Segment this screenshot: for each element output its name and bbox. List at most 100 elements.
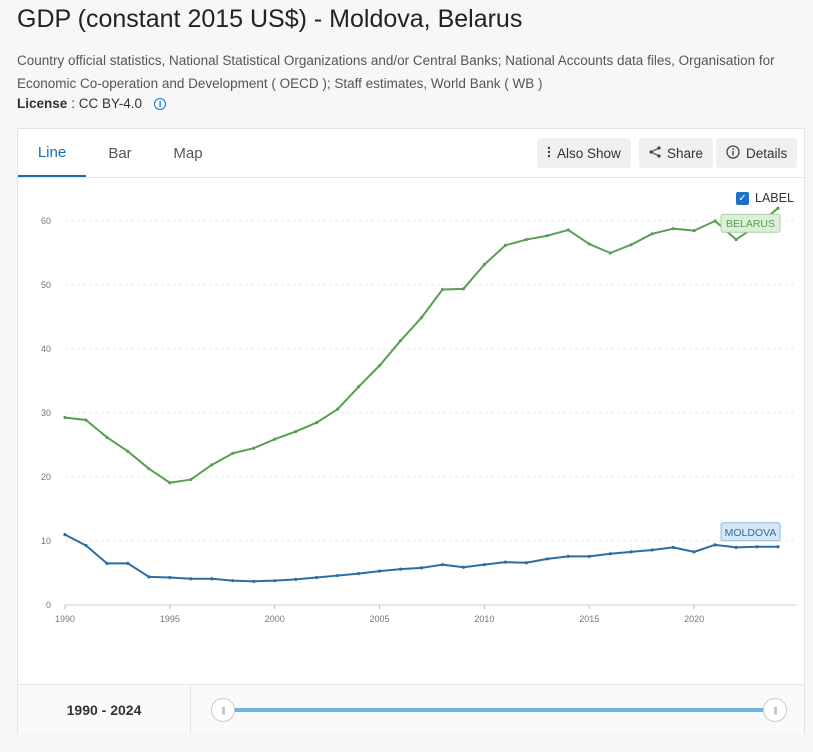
chart-panel: Line Bar Map Also Show Share Details ✓ L… xyxy=(17,128,805,734)
data-point-moldova[interactable] xyxy=(692,550,696,554)
data-point-belarus[interactable] xyxy=(482,262,487,267)
data-point-moldova[interactable] xyxy=(524,561,528,565)
also-show-button[interactable]: Also Show xyxy=(537,138,631,168)
data-point-moldova[interactable] xyxy=(545,557,549,561)
data-point-moldova[interactable] xyxy=(189,577,193,581)
data-point-belarus[interactable] xyxy=(461,287,466,291)
data-point-belarus[interactable] xyxy=(692,229,696,233)
also-show-label: Also Show xyxy=(557,145,621,161)
data-point-moldova[interactable] xyxy=(398,567,403,571)
data-point-moldova[interactable] xyxy=(629,550,633,554)
data-point-moldova[interactable] xyxy=(608,552,612,556)
series-line-belarus[interactable] xyxy=(64,207,779,484)
data-point-belarus[interactable] xyxy=(776,206,780,210)
data-point-belarus[interactable] xyxy=(587,242,591,246)
data-point-moldova[interactable] xyxy=(734,545,738,549)
data-point-belarus[interactable] xyxy=(419,316,424,320)
data-point-moldova[interactable] xyxy=(755,545,759,549)
data-point-moldova[interactable] xyxy=(671,545,675,549)
data-point-belarus[interactable] xyxy=(545,234,549,238)
range-footer: 1990 - 2024 ||| ||| xyxy=(18,684,804,734)
data-point-belarus[interactable] xyxy=(252,446,256,450)
label-toggle[interactable]: ✓ LABEL xyxy=(736,191,794,205)
data-point-moldova[interactable] xyxy=(126,561,130,565)
series-label-moldova: MOLDOVA xyxy=(720,522,781,542)
data-point-belarus[interactable] xyxy=(734,237,738,242)
data-point-moldova[interactable] xyxy=(776,545,780,549)
data-point-belarus[interactable] xyxy=(147,467,151,471)
data-point-moldova[interactable] xyxy=(210,577,214,581)
data-point-moldova[interactable] xyxy=(440,563,445,567)
view-tabs: Line Bar Map xyxy=(18,129,222,177)
data-point-belarus[interactable] xyxy=(398,339,403,343)
x-tick-label: 2000 xyxy=(265,614,285,624)
data-point-moldova[interactable] xyxy=(105,561,109,565)
data-point-belarus[interactable] xyxy=(231,451,235,455)
license-value: : CC BY-4.0 xyxy=(71,96,143,111)
data-point-moldova[interactable] xyxy=(377,569,382,573)
checkbox-checked-icon[interactable]: ✓ xyxy=(736,191,749,205)
data-point-moldova[interactable] xyxy=(63,533,67,537)
data-point-belarus[interactable] xyxy=(294,429,298,434)
data-point-belarus[interactable] xyxy=(524,237,528,242)
data-point-belarus[interactable] xyxy=(566,228,570,232)
data-point-belarus[interactable] xyxy=(503,243,507,247)
data-point-belarus[interactable] xyxy=(126,449,130,453)
data-point-belarus[interactable] xyxy=(336,407,340,411)
data-point-belarus[interactable] xyxy=(63,415,67,420)
data-point-belarus[interactable] xyxy=(629,243,633,247)
data-point-belarus[interactable] xyxy=(377,364,382,368)
range-slider-start-handle[interactable]: ||| xyxy=(211,698,235,722)
label-toggle-text: LABEL xyxy=(755,191,794,205)
data-point-belarus[interactable] xyxy=(84,418,88,422)
y-tick-label: 40 xyxy=(41,344,51,354)
data-point-moldova[interactable] xyxy=(587,554,591,558)
data-point-moldova[interactable] xyxy=(84,543,88,548)
source-text: Country official statistics, National St… xyxy=(17,53,775,91)
series-line-moldova[interactable] xyxy=(64,533,778,583)
data-point-moldova[interactable] xyxy=(503,560,507,564)
details-label: Details xyxy=(746,145,788,161)
range-label: 1990 - 2024 xyxy=(18,685,191,734)
data-point-belarus[interactable] xyxy=(315,421,319,425)
y-tick-label: 10 xyxy=(41,536,51,546)
data-point-moldova[interactable] xyxy=(461,565,466,569)
info-icon[interactable]: i xyxy=(154,97,167,110)
data-point-belarus[interactable] xyxy=(440,287,445,292)
share-label: Share xyxy=(667,145,704,161)
data-point-belarus[interactable] xyxy=(273,437,277,441)
data-point-moldova[interactable] xyxy=(147,575,151,579)
data-point-moldova[interactable] xyxy=(566,554,570,558)
series-label-box xyxy=(720,522,781,542)
data-point-moldova[interactable] xyxy=(419,566,424,570)
data-point-belarus[interactable] xyxy=(210,463,214,467)
data-point-belarus[interactable] xyxy=(105,435,109,439)
range-slider-end-handle[interactable]: ||| xyxy=(763,698,787,722)
data-point-moldova[interactable] xyxy=(713,543,717,547)
data-point-belarus[interactable] xyxy=(608,251,612,255)
details-button[interactable]: Details xyxy=(716,138,798,168)
data-point-moldova[interactable] xyxy=(252,579,256,583)
data-point-moldova[interactable] xyxy=(336,573,340,578)
data-point-belarus[interactable] xyxy=(650,232,654,236)
data-point-moldova[interactable] xyxy=(356,572,361,576)
data-point-belarus[interactable] xyxy=(168,481,172,485)
data-point-moldova[interactable] xyxy=(273,579,277,583)
y-tick-label: 50 xyxy=(41,280,51,290)
y-tick-label: 20 xyxy=(41,472,51,482)
share-button[interactable]: Share xyxy=(639,138,714,168)
data-point-moldova[interactable] xyxy=(294,577,298,581)
data-point-moldova[interactable] xyxy=(650,548,654,552)
data-point-belarus[interactable] xyxy=(189,477,193,482)
data-point-belarus[interactable] xyxy=(671,227,675,231)
data-point-moldova[interactable] xyxy=(482,563,487,567)
tab-map[interactable]: Map xyxy=(173,144,203,162)
tab-line[interactable]: Line xyxy=(18,129,86,177)
tab-bar[interactable]: Bar xyxy=(108,144,132,162)
data-point-moldova[interactable] xyxy=(168,575,172,580)
data-point-belarus[interactable] xyxy=(356,385,361,389)
data-point-moldova[interactable] xyxy=(315,575,319,580)
data-point-moldova[interactable] xyxy=(231,579,235,583)
range-slider-track[interactable] xyxy=(223,708,775,712)
data-point-belarus[interactable] xyxy=(713,219,717,223)
